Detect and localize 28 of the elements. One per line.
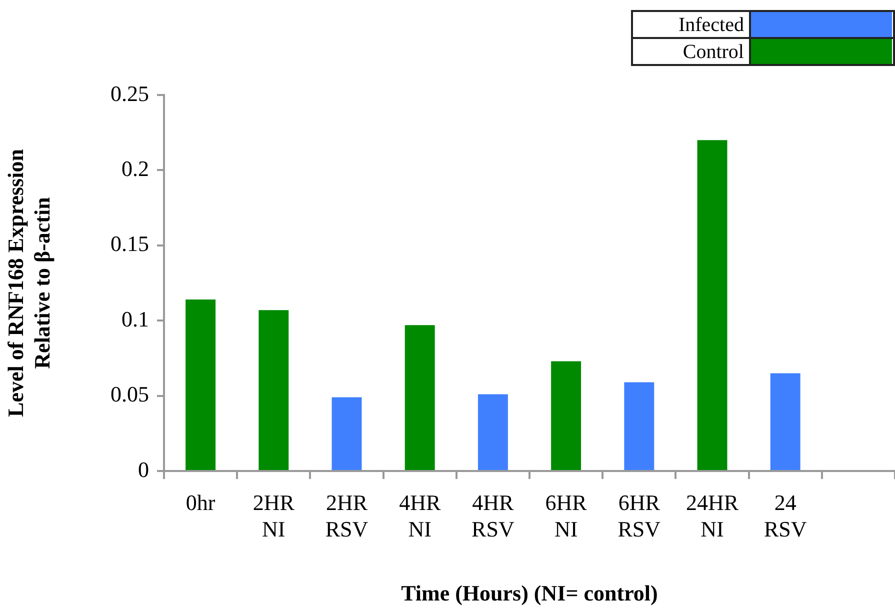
x-tick-label: 4HR RSV bbox=[472, 490, 514, 542]
bar bbox=[478, 394, 508, 470]
x-tick-label: 6HR RSV bbox=[618, 490, 661, 542]
bar bbox=[624, 382, 654, 470]
x-tick-label: 24 RSV bbox=[764, 490, 807, 542]
y-tick-label: 0.1 bbox=[122, 306, 149, 332]
y-tick-label: 0.2 bbox=[122, 156, 149, 181]
x-tick-label: 2HR NI bbox=[252, 490, 295, 542]
bar bbox=[697, 140, 728, 470]
bar bbox=[551, 361, 582, 470]
y-tick-label: 0.05 bbox=[110, 382, 149, 407]
y-axis-title: Level of RNF168 Expression Relative to β-actin bbox=[2, 149, 54, 417]
y-tick-label: 0.25 bbox=[110, 80, 149, 106]
x-tick-label: 24HR NI bbox=[686, 490, 739, 542]
bar bbox=[258, 310, 289, 470]
x-tick-label: 4HR NI bbox=[399, 490, 441, 542]
x-tick-label: 2HR RSV bbox=[325, 490, 368, 542]
x-tick-label: 0hr bbox=[186, 490, 216, 515]
legend-label: Infected bbox=[678, 14, 744, 36]
x-tick-label: 6HR NI bbox=[545, 490, 588, 542]
legend-label: Control bbox=[682, 40, 744, 63]
bar bbox=[186, 300, 216, 470]
y-tick-label: 0.15 bbox=[110, 231, 149, 256]
x-axis-title: Time (Hours) (NI= control) bbox=[401, 580, 658, 606]
y-tick-label: 0 bbox=[138, 456, 149, 482]
bar bbox=[770, 373, 800, 470]
bar bbox=[332, 397, 362, 470]
bar bbox=[404, 325, 435, 470]
